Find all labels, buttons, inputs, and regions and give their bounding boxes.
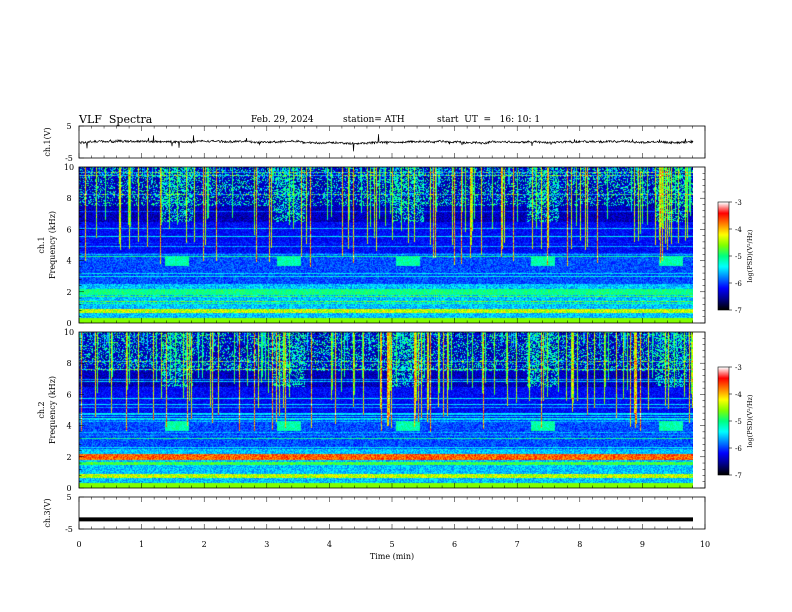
ch1-spectrogram-ytick-label: 0 xyxy=(66,319,71,328)
ch1-spectrogram-image xyxy=(79,167,693,323)
station-label: station= ATH xyxy=(343,115,405,125)
ch2-spectrogram-ytick-label: 4 xyxy=(66,422,71,431)
ch2-spectrogram-colorbar-tick-label: -4 xyxy=(735,391,742,399)
x-tick-label: 5 xyxy=(389,540,394,549)
ch2-spectrogram-ylabel: ch.2 xyxy=(37,401,46,418)
ch1-spectrogram-colorbar xyxy=(718,202,729,310)
ch2-spectrogram-colorbar-tick-label: -3 xyxy=(735,364,742,372)
x-tick-label: 6 xyxy=(452,540,457,549)
ch1-spectrogram-ytick-label: 6 xyxy=(66,225,71,234)
ch1-spectrogram-ytick-label: 8 xyxy=(66,194,71,203)
ch1-spectrogram-colorbar-label: log(PSD)(V²/Hz) xyxy=(746,229,754,282)
ch1-trace xyxy=(79,134,694,152)
ch1-spectrogram-ytick-label: 2 xyxy=(66,288,71,297)
x-tick-label: 9 xyxy=(640,540,645,549)
ch3-waveform-ytick-label-bottom: -5 xyxy=(65,525,73,534)
ch1-spectrogram-ylabel-2: Frequency (kHz) xyxy=(48,211,57,279)
ch2-spectrogram-colorbar-tick-label: -6 xyxy=(735,445,742,453)
x-tick-label: 1 xyxy=(139,540,144,549)
ch2-spectrogram-colorbar-label: log(PSD)(V²/Hz) xyxy=(746,394,754,447)
ch2-spectrogram-ytick-label: 8 xyxy=(66,359,71,368)
x-tick-label: 3 xyxy=(264,540,269,549)
ch2-spectrogram-colorbar xyxy=(718,367,729,475)
ch1-waveform-ytick-label-bottom: -5 xyxy=(65,154,73,163)
ch1-spectrogram-ylabel: ch.1 xyxy=(37,236,46,253)
ch1-spectrogram-colorbar-tick-label: -6 xyxy=(735,280,742,288)
chart-title: VLF Spectra xyxy=(79,113,153,126)
ch2-spectrogram-ytick-label: 10 xyxy=(64,328,74,337)
ch1-spectrogram-colorbar-tick-label: -4 xyxy=(735,226,742,234)
ch1-spectrogram-colorbar-tick-label: -5 xyxy=(735,253,742,261)
ch2-spectrogram-ytick-label: 2 xyxy=(66,453,71,462)
x-tick-label: 8 xyxy=(577,540,582,549)
date-label: Feb. 29, 2024 xyxy=(251,115,314,125)
ch2-spectrogram-image xyxy=(79,332,693,488)
ch2-spectrogram-ylabel-2: Frequency (kHz) xyxy=(48,376,57,444)
ch2-spectrogram-colorbar-tick-label: -5 xyxy=(735,418,742,426)
ch2-spectrogram-ytick-label: 6 xyxy=(66,390,71,399)
x-tick-label: 0 xyxy=(76,540,81,549)
ch1-waveform-ytick-label-top: 5 xyxy=(66,122,71,131)
ch2-spectrogram-colorbar-tick-label: -7 xyxy=(735,472,742,480)
x-tick-label: 10 xyxy=(700,540,710,549)
x-tick-label: 4 xyxy=(327,540,332,549)
ch3-waveform-ytick-label-top: 5 xyxy=(66,493,71,502)
x-tick-label: 2 xyxy=(202,540,207,549)
ch1-spectrogram-colorbar-tick-label: -7 xyxy=(735,307,742,315)
ch1-spectrogram-ytick-label: 10 xyxy=(64,163,74,172)
ch2-spectrogram-ytick-label: 0 xyxy=(66,484,71,493)
ch1-spectrogram-ytick-label: 4 xyxy=(66,257,71,266)
ch1-waveform-ylabel: ch.1(V) xyxy=(43,127,52,156)
ch3-waveform-ylabel: ch.3(V) xyxy=(43,498,52,527)
start-time-label: start UT = 16: 10: 1 xyxy=(437,115,541,125)
x-tick-label: 7 xyxy=(515,540,520,549)
x-axis-label: Time (min) xyxy=(370,552,414,561)
ch1-spectrogram-colorbar-tick-label: -3 xyxy=(735,199,742,207)
